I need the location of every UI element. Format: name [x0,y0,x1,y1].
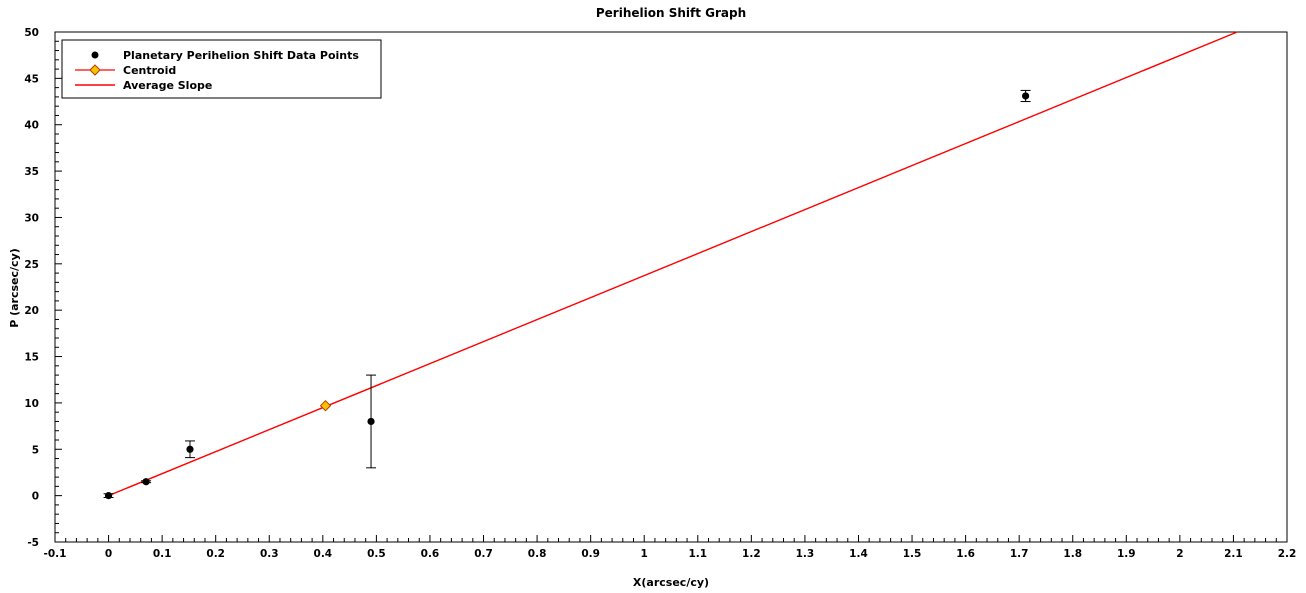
y-tick-label: 20 [24,305,39,317]
y-tick-label: 25 [24,259,39,271]
x-tick-label: 0.2 [206,548,225,560]
y-tick-label: 0 [32,491,39,503]
legend-label: Average Slope [123,79,212,92]
data-point [1022,92,1030,100]
y-tick-label: 40 [24,120,39,132]
x-tick-label: 1.1 [688,548,707,560]
x-tick-label: 0.8 [528,548,547,560]
legend-label: Planetary Perihelion Shift Data Points [123,49,359,62]
legend-label: Centroid [123,64,176,77]
average-slope-line [108,31,1238,497]
plot-area [103,31,1238,500]
y-tick-label: -5 [27,537,39,549]
x-tick-label: 1.7 [1010,548,1029,560]
x-tick-label: 1.2 [742,548,761,560]
legend-symbol-centroid [89,64,101,76]
x-tick-label: 0.3 [260,548,279,560]
x-tick-label: 2.2 [1278,548,1297,560]
legend-symbol-data-points [91,51,99,59]
centroid-marker [319,399,332,412]
x-tick-label: 0.5 [367,548,386,560]
axes: -0.1 0 0.1 0.2 0.3 0.4 0.5 0.6 0.7 0.8 0.9 1 1.1 1.2 1… [24,27,1296,560]
x-tick-label: 0 [105,548,112,560]
y-tick-label: 45 [24,73,39,85]
legend-box [61,39,382,99]
y-tick-label: 50 [24,27,39,39]
data-point [104,492,113,500]
x-tick-label: 1.4 [849,548,868,560]
x-tick-label: -0.1 [44,548,67,560]
x-tick-label: 0.6 [421,548,440,560]
x-tick-label: 0.4 [314,548,333,560]
data-point [142,478,150,486]
chart-title: Perihelion Shift Graph [596,6,746,20]
x-tick-label: 1.6 [956,548,975,560]
y-tick-label: 30 [24,212,39,224]
plot-frame [54,31,1288,543]
y-tick-label: 5 [32,444,39,456]
x-tick-label: 1.5 [903,548,922,560]
x-tick-label: 2 [1176,548,1183,560]
y-tick-label: 35 [24,166,39,178]
x-tick-label: 1.9 [1117,548,1136,560]
x-tick-label: 0.1 [153,548,172,560]
x-axis-label: X(arcsec/cy) [633,576,709,589]
x-tick-label: 1.3 [796,548,815,560]
y-tick-label: 15 [24,352,39,364]
y-tick-label: 10 [24,398,39,410]
legend: Planetary Perihelion Shift Data Points Ce… [61,39,382,99]
x-tick-label: 0.9 [581,548,600,560]
x-tick-label: 1 [641,548,648,560]
data-point [367,417,375,426]
x-tick-label: 1.8 [1063,548,1082,560]
x-tick-label: 2.1 [1224,548,1243,560]
y-axis-label: P (arcsec/cy) [8,248,21,328]
x-tick-label: 0.7 [474,548,493,560]
data-point [186,445,194,453]
